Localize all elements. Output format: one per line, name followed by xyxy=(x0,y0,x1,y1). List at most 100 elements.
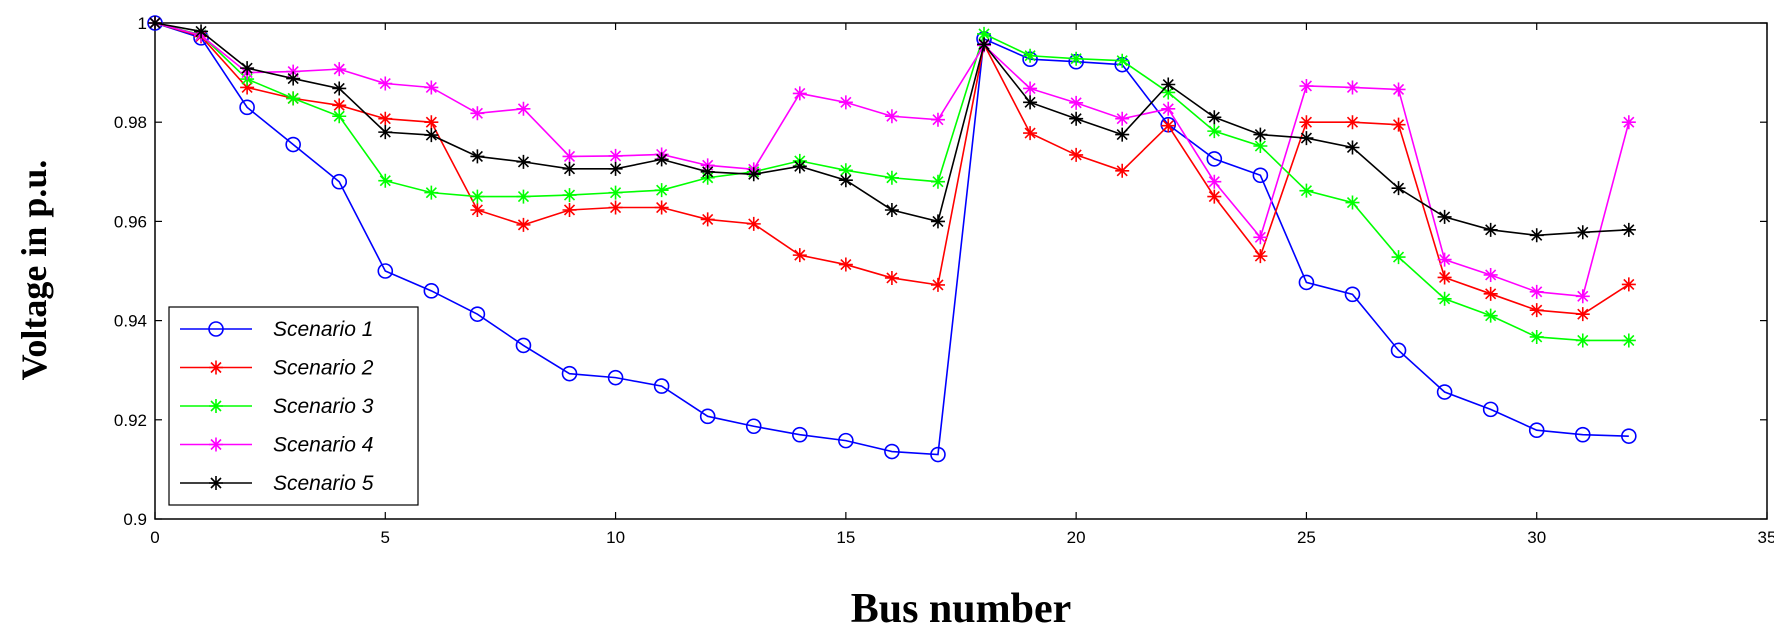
series-1-point xyxy=(838,432,854,449)
series-2-point xyxy=(1575,307,1590,322)
series-2-point xyxy=(1483,286,1498,301)
series-4-point xyxy=(332,62,347,77)
series-5-point xyxy=(746,167,761,182)
series-3-point xyxy=(1253,139,1268,154)
series-4-point xyxy=(1483,267,1498,282)
series-4-point xyxy=(1345,80,1360,95)
x-tick-label: 0 xyxy=(150,528,159,547)
series-2-point xyxy=(792,248,807,263)
legend-label: Scenario 2 xyxy=(273,357,374,380)
legend-item: Scenario 1 xyxy=(180,318,373,341)
legend-marker xyxy=(208,321,224,337)
series-5-point xyxy=(884,202,899,217)
legend-label: Scenario 5 xyxy=(273,472,374,495)
series-5-point xyxy=(608,161,623,176)
legend-label: Scenario 1 xyxy=(273,318,373,341)
series-2-point xyxy=(930,277,945,292)
x-axis-title: Bus number xyxy=(851,586,1072,632)
series-3-point xyxy=(378,173,393,188)
series-5-point xyxy=(1069,111,1084,126)
series-2-point xyxy=(240,80,255,95)
series-3-point xyxy=(1391,250,1406,265)
series-4-point xyxy=(1437,252,1452,267)
series-1-point xyxy=(1621,428,1637,444)
series-2-point xyxy=(1253,249,1268,264)
series-4-point xyxy=(1621,115,1636,130)
series-2-point xyxy=(516,217,531,232)
series-1-point xyxy=(1206,151,1223,167)
series-1-point xyxy=(745,418,762,435)
series-4-point xyxy=(1023,81,1038,96)
x-tick-label: 30 xyxy=(1527,528,1546,547)
series-2-point xyxy=(1023,126,1038,141)
series-2-point xyxy=(654,200,669,215)
legend-item: Scenario 2 xyxy=(180,357,374,380)
series-1-point xyxy=(285,136,301,153)
legend-item: Scenario 5 xyxy=(180,472,374,495)
series-2-point xyxy=(1391,117,1406,132)
series-2-point xyxy=(1115,163,1130,178)
series-1-point xyxy=(377,263,394,279)
series-4-point xyxy=(1391,82,1406,97)
series-4-point xyxy=(1575,289,1590,304)
series-3-point xyxy=(1483,308,1498,323)
series-1-point xyxy=(1482,401,1499,418)
series-2-point xyxy=(1437,270,1452,285)
series-5-point xyxy=(654,152,669,167)
x-tick-label: 10 xyxy=(606,528,625,547)
x-tick-label: 25 xyxy=(1297,528,1316,547)
series-3-point xyxy=(1161,85,1176,100)
legend-marker xyxy=(209,360,223,375)
series-5-point xyxy=(194,24,209,39)
series-4-point xyxy=(1299,78,1314,93)
legend-marker xyxy=(209,476,223,490)
series-1-point xyxy=(653,378,670,394)
series-4-point xyxy=(838,95,853,110)
series-2-point xyxy=(1207,189,1222,204)
series-4-point xyxy=(792,86,807,101)
y-tick-label: 1 xyxy=(138,14,147,33)
series-5-point xyxy=(1299,131,1314,146)
series-2-point xyxy=(1345,115,1360,130)
series-1-point xyxy=(1344,286,1361,303)
series-5-point xyxy=(332,81,347,96)
series-4-point xyxy=(424,80,439,95)
series-3-point xyxy=(562,188,577,203)
series-1-point xyxy=(1252,167,1269,184)
y-tick-label: 0.98 xyxy=(114,113,147,132)
series-2-point xyxy=(562,202,577,217)
series-1-point xyxy=(699,408,716,425)
legend-marker xyxy=(209,437,223,452)
series-1-point xyxy=(469,306,486,322)
series-2-point xyxy=(1161,118,1176,133)
series-1-point xyxy=(884,443,900,460)
series-3-point xyxy=(1345,195,1360,210)
series-5-point xyxy=(378,125,393,140)
series-5-point xyxy=(1345,140,1360,155)
series-3-point xyxy=(424,185,439,200)
y-tick-label: 0.9 xyxy=(123,510,147,529)
series-3-point xyxy=(977,26,992,41)
series-3-point xyxy=(1529,329,1544,344)
y-tick-label: 0.92 xyxy=(114,411,147,430)
series-5-point xyxy=(930,214,945,229)
series-2-point xyxy=(378,111,393,126)
series-5-point xyxy=(562,161,577,176)
series-2-point xyxy=(884,270,899,285)
series-1-point xyxy=(1528,422,1545,439)
y-tick-label: 0.96 xyxy=(114,212,147,231)
series-5-point xyxy=(838,173,853,188)
series-5 xyxy=(148,16,1636,243)
y-tick-label: 0.94 xyxy=(114,312,147,331)
legend-item: Scenario 4 xyxy=(180,434,373,457)
series-5-point xyxy=(700,164,715,179)
series-1 xyxy=(147,15,1637,463)
series-5-point xyxy=(1529,228,1544,243)
series-3-point xyxy=(884,170,899,185)
series-3-point xyxy=(1207,124,1222,139)
x-tick-label: 35 xyxy=(1758,528,1774,547)
series-2-point xyxy=(1069,147,1084,162)
series-4-point xyxy=(378,76,393,91)
series-4-point xyxy=(608,148,623,163)
series-3-point xyxy=(332,109,347,124)
